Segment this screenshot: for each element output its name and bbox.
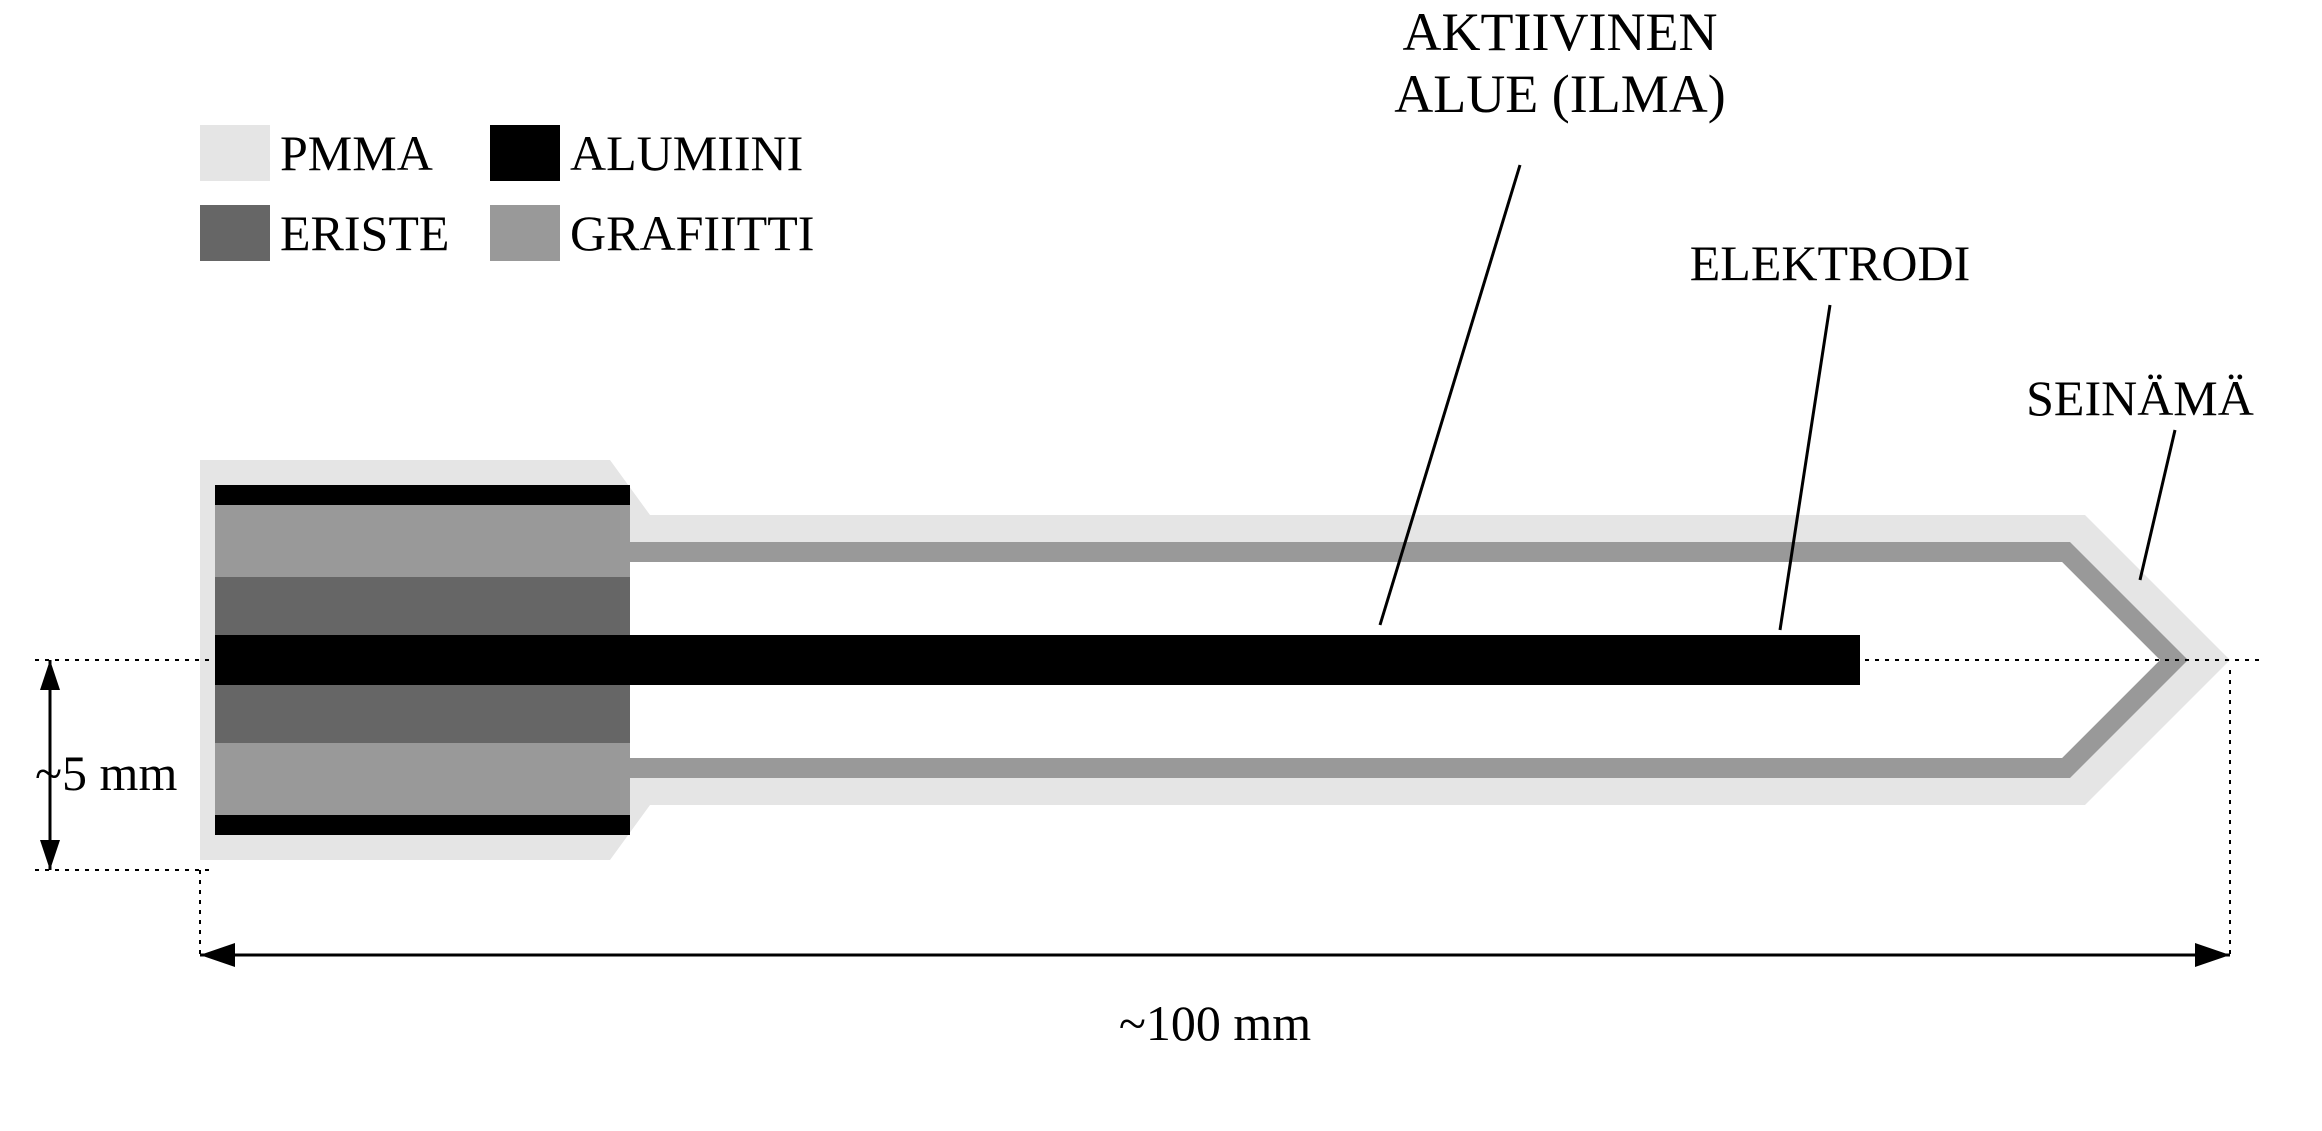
dim-length-arrow-left: [200, 943, 235, 967]
legend-swatch-alumiini: [490, 125, 560, 181]
stem-aluminium-top: [215, 485, 630, 505]
legend-label-grafiitti: GRAFIITTI: [570, 205, 814, 261]
stem-aluminium-bottom: [215, 815, 630, 835]
title-aktiivinen-line1: AKTIIVINEN: [1403, 2, 1718, 62]
legend-label-pmma: PMMA: [280, 125, 433, 181]
stem-graphite-top: [215, 505, 630, 577]
dim-radius-arrow-top: [40, 660, 60, 690]
stem-eriste-top: [215, 577, 630, 635]
stem-graphite-bottom: [215, 743, 630, 815]
title-aktiivinen-line2: ALUE (ILMA): [1394, 64, 1725, 124]
legend-label-eriste: ERISTE: [280, 205, 449, 261]
legend-swatch-grafiitti: [490, 205, 560, 261]
stem-eriste-bottom: [215, 685, 630, 743]
dim-radius-arrow-bottom: [40, 840, 60, 870]
callout-elektrodi-label: ELEKTRODI: [1690, 235, 1971, 291]
dim-radius-label: ~5 mm: [35, 745, 177, 801]
callout-seinama-label: SEINÄMÄ: [2026, 370, 2254, 426]
diagram-container: PMMA ALUMIINI ERISTE GRAFIITTI AKTIIVINE…: [0, 0, 2322, 1131]
legend-label-alumiini: ALUMIINI: [570, 125, 803, 181]
legend-swatch-pmma: [200, 125, 270, 181]
diagram-svg: PMMA ALUMIINI ERISTE GRAFIITTI AKTIIVINE…: [0, 0, 2322, 1131]
legend-swatch-eriste: [200, 205, 270, 261]
callout-seinama-leader: [2140, 430, 2175, 580]
dim-length-label: ~100 mm: [1119, 995, 1311, 1051]
dim-length-arrow-right: [2195, 943, 2230, 967]
